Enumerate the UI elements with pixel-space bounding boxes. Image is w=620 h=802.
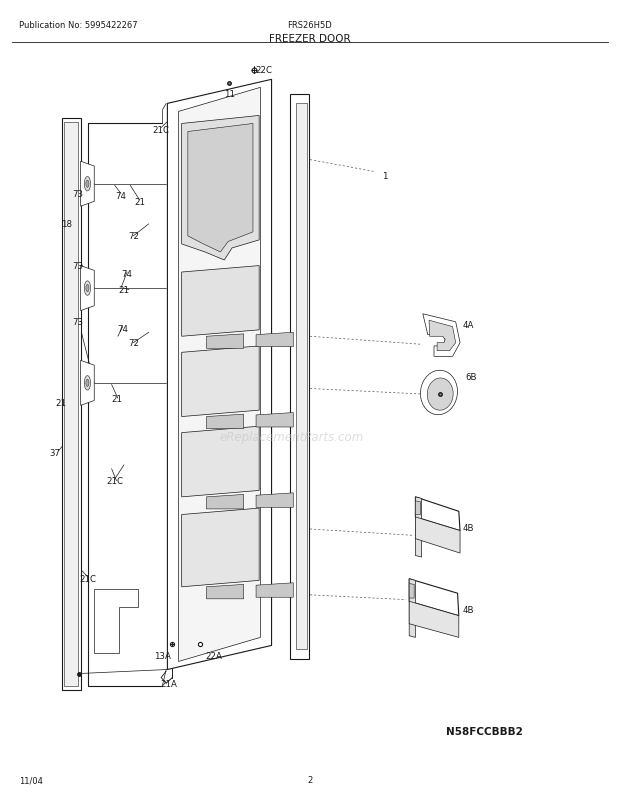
Text: N58FCCBBB2: N58FCCBBB2 bbox=[446, 727, 523, 736]
Polygon shape bbox=[415, 517, 460, 553]
Polygon shape bbox=[415, 501, 420, 515]
Polygon shape bbox=[296, 104, 307, 650]
Polygon shape bbox=[81, 162, 94, 207]
Polygon shape bbox=[415, 497, 460, 531]
Polygon shape bbox=[206, 585, 244, 599]
Text: 4B: 4B bbox=[463, 605, 474, 614]
Text: 21: 21 bbox=[134, 197, 145, 207]
Text: 21A: 21A bbox=[160, 678, 177, 688]
Ellipse shape bbox=[84, 282, 91, 296]
Text: 11: 11 bbox=[224, 90, 235, 99]
Text: 22A: 22A bbox=[205, 651, 223, 661]
Polygon shape bbox=[409, 602, 459, 638]
Text: 21: 21 bbox=[118, 286, 130, 295]
Polygon shape bbox=[182, 116, 259, 261]
Text: 21: 21 bbox=[55, 398, 66, 407]
Text: 11/04: 11/04 bbox=[19, 776, 43, 784]
Text: FRS26H5D: FRS26H5D bbox=[288, 21, 332, 30]
Polygon shape bbox=[206, 415, 244, 429]
Polygon shape bbox=[409, 579, 415, 638]
Text: 4B: 4B bbox=[463, 523, 474, 533]
Ellipse shape bbox=[86, 380, 89, 387]
Text: 72: 72 bbox=[128, 338, 139, 348]
Polygon shape bbox=[81, 266, 94, 311]
Text: 73: 73 bbox=[72, 261, 83, 271]
Polygon shape bbox=[81, 361, 94, 406]
Polygon shape bbox=[188, 124, 253, 253]
Polygon shape bbox=[409, 584, 414, 598]
Ellipse shape bbox=[420, 371, 458, 415]
Text: 72: 72 bbox=[128, 232, 139, 241]
Polygon shape bbox=[256, 493, 293, 508]
Polygon shape bbox=[256, 333, 293, 347]
Ellipse shape bbox=[84, 376, 91, 391]
Polygon shape bbox=[182, 427, 259, 497]
Text: 18: 18 bbox=[61, 220, 73, 229]
Text: 74: 74 bbox=[122, 269, 133, 279]
Polygon shape bbox=[415, 497, 422, 557]
Text: 13A: 13A bbox=[154, 651, 171, 661]
Polygon shape bbox=[256, 413, 293, 427]
Ellipse shape bbox=[427, 379, 453, 411]
Polygon shape bbox=[290, 95, 309, 659]
Ellipse shape bbox=[84, 177, 91, 192]
Text: eReplacementParts.com: eReplacementParts.com bbox=[219, 431, 363, 444]
Text: 4A: 4A bbox=[463, 320, 474, 330]
Polygon shape bbox=[256, 583, 293, 597]
Text: 21C: 21C bbox=[79, 574, 97, 584]
Polygon shape bbox=[64, 123, 78, 686]
Text: 1: 1 bbox=[382, 172, 387, 181]
Text: 73: 73 bbox=[72, 318, 83, 327]
Polygon shape bbox=[423, 314, 460, 357]
Polygon shape bbox=[206, 495, 244, 509]
Polygon shape bbox=[429, 321, 456, 351]
Polygon shape bbox=[182, 508, 259, 587]
Text: 21: 21 bbox=[111, 395, 122, 404]
Ellipse shape bbox=[86, 285, 89, 292]
Polygon shape bbox=[179, 88, 260, 662]
Polygon shape bbox=[94, 589, 138, 654]
Polygon shape bbox=[409, 579, 459, 616]
Polygon shape bbox=[182, 266, 259, 337]
Text: 37: 37 bbox=[49, 448, 60, 458]
Polygon shape bbox=[206, 334, 244, 349]
Text: 6B: 6B bbox=[466, 372, 477, 382]
Text: 21C: 21C bbox=[153, 125, 170, 135]
Polygon shape bbox=[62, 119, 81, 690]
Text: 74: 74 bbox=[117, 324, 128, 334]
Text: FREEZER DOOR: FREEZER DOOR bbox=[269, 34, 351, 43]
Text: 73: 73 bbox=[72, 189, 83, 199]
Text: 21C: 21C bbox=[106, 476, 123, 486]
Polygon shape bbox=[167, 80, 272, 670]
Text: 2: 2 bbox=[308, 776, 312, 784]
Polygon shape bbox=[182, 346, 259, 417]
Text: 22C: 22C bbox=[255, 66, 272, 75]
Text: 74: 74 bbox=[115, 192, 126, 201]
Ellipse shape bbox=[86, 180, 89, 188]
Text: Publication No: 5995422267: Publication No: 5995422267 bbox=[19, 21, 137, 30]
